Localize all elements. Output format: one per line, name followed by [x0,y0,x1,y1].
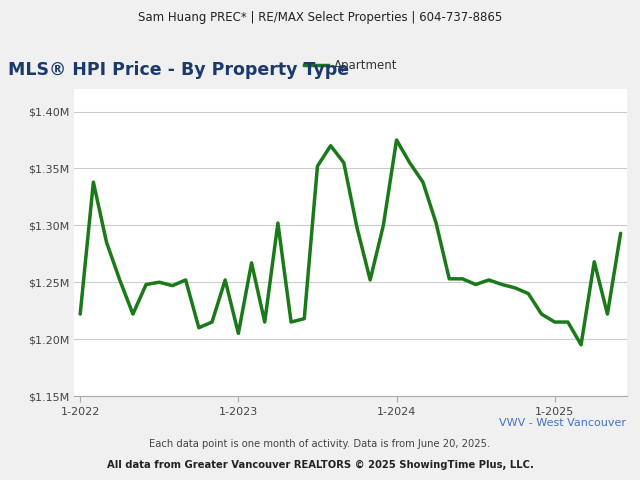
Text: All data from Greater Vancouver REALTORS © 2025 ShowingTime Plus, LLC.: All data from Greater Vancouver REALTORS… [107,460,533,469]
Text: MLS® HPI Price - By Property Type: MLS® HPI Price - By Property Type [8,60,349,79]
Text: VWV - West Vancouver: VWV - West Vancouver [499,419,626,428]
Legend: Apartment: Apartment [299,55,402,77]
Text: Sam Huang PREC* | RE/MAX Select Properties | 604-737-8865: Sam Huang PREC* | RE/MAX Select Properti… [138,11,502,24]
Text: Each data point is one month of activity. Data is from June 20, 2025.: Each data point is one month of activity… [149,439,491,449]
